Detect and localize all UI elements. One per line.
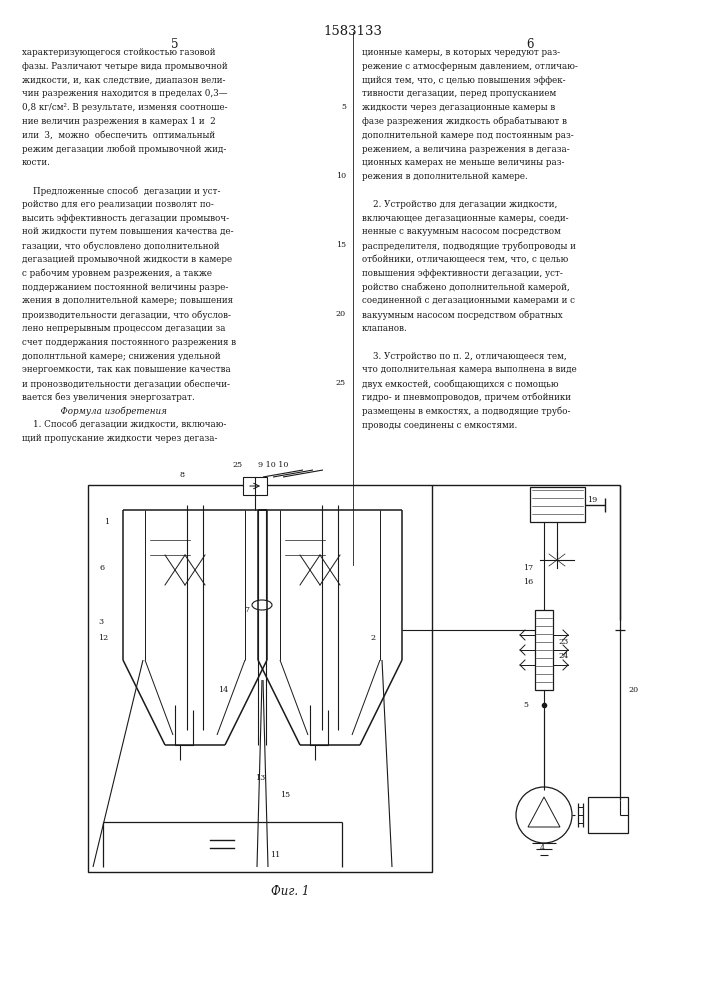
Text: 1. Способ дегазации жидкости, включаю-: 1. Способ дегазации жидкости, включаю- (22, 421, 226, 430)
Text: 7: 7 (244, 606, 249, 614)
Text: 5: 5 (523, 701, 528, 709)
Text: 25: 25 (336, 379, 346, 387)
Text: режения в дополнительной камере.: режения в дополнительной камере. (362, 172, 527, 181)
Text: Фиг. 1: Фиг. 1 (271, 885, 309, 898)
Text: 9 10 10: 9 10 10 (258, 461, 288, 469)
Text: 10: 10 (336, 172, 346, 180)
Bar (530, 487, 585, 522)
Text: лено непрерывным процессом дегазации за: лено непрерывным процессом дегазации за (22, 324, 226, 333)
Text: клапанов.: клапанов. (362, 324, 408, 333)
Text: характеризующегося стойкостью газовой: характеризующегося стойкостью газовой (22, 48, 216, 57)
Text: или  3,  можно  обеспечить  оптимальный: или 3, можно обеспечить оптимальный (22, 131, 215, 140)
Text: режением, а величина разрежения в дегаза-: режением, а величина разрежения в дегаза… (362, 145, 570, 154)
Text: 11: 11 (270, 851, 280, 859)
Text: ционные камеры, в которых чередуют раз-: ционные камеры, в которых чередуют раз- (362, 48, 560, 57)
Text: поддержанием постоянной величины разре-: поддержанием постоянной величины разре- (22, 283, 228, 292)
Text: проводы соединены с емкостями.: проводы соединены с емкостями. (362, 421, 518, 430)
Text: режим дегазации любой промывочной жид-: режим дегазации любой промывочной жид- (22, 145, 226, 154)
Text: жидкости, и, как следствие, диапазон вели-: жидкости, и, как следствие, диапазон вел… (22, 76, 226, 85)
Text: жидкости через дегазационные камеры в: жидкости через дегазационные камеры в (362, 103, 555, 112)
Text: 12: 12 (98, 634, 108, 642)
Bar (535, 610, 553, 690)
Text: чин разрежения находится в пределах 0,3—: чин разрежения находится в пределах 0,3— (22, 89, 228, 98)
Text: 1583133: 1583133 (324, 25, 382, 38)
Text: 23: 23 (558, 638, 568, 646)
Text: 24: 24 (558, 652, 568, 660)
Text: ционных камерах не меньше величины раз-: ционных камерах не меньше величины раз- (362, 158, 564, 167)
Text: двух емкостей, сообщающихся с помощью: двух емкостей, сообщающихся с помощью (362, 379, 559, 389)
Text: энергоемкости, так как повышение качества: энергоемкости, так как повышение качеств… (22, 365, 230, 374)
Text: соединенной с дегазационными камерами и с: соединенной с дегазационными камерами и … (362, 296, 575, 305)
Text: 4: 4 (540, 844, 545, 852)
Text: дополнительной камере под постоянным раз-: дополнительной камере под постоянным раз… (362, 131, 574, 140)
Text: 19: 19 (587, 496, 597, 504)
Bar (243, 477, 267, 495)
Text: 17: 17 (523, 564, 533, 572)
Text: щийся тем, что, с целью повышения эффек-: щийся тем, что, с целью повышения эффек- (362, 76, 566, 85)
Text: дегазацией промывочной жидкости в камере: дегазацией промывочной жидкости в камере (22, 255, 232, 264)
Text: 20: 20 (336, 310, 346, 318)
Text: вается без увеличения энергозатрат.: вается без увеличения энергозатрат. (22, 393, 194, 402)
Text: ной жидкости путем повышения качества де-: ной жидкости путем повышения качества де… (22, 227, 233, 236)
Text: отбойники, отличающееся тем, что, с целью: отбойники, отличающееся тем, что, с цель… (362, 255, 568, 264)
Text: газации, что обусловлено дополнительной: газации, что обусловлено дополнительной (22, 241, 219, 251)
Text: Формула изобретения: Формула изобретения (22, 407, 167, 416)
Text: 14: 14 (218, 686, 228, 694)
Text: щий пропускание жидкости через дегаза-: щий пропускание жидкости через дегаза- (22, 434, 218, 443)
Text: 0,8 кг/см². В результате, изменяя соотноше-: 0,8 кг/см². В результате, изменяя соотно… (22, 103, 228, 112)
Text: размещены в емкостях, а подводящие трубо-: размещены в емкостях, а подводящие трубо… (362, 407, 571, 416)
Text: 15: 15 (336, 241, 346, 249)
Text: гидро- и пневмопроводов, причем отбойники: гидро- и пневмопроводов, причем отбойник… (362, 393, 571, 402)
Text: 6: 6 (100, 564, 105, 572)
Text: производительности дегазации, что обуслов-: производительности дегазации, что обусло… (22, 310, 231, 320)
Text: повышения эффективности дегазации, уст-: повышения эффективности дегазации, уст- (362, 269, 563, 278)
Text: 25: 25 (232, 461, 242, 469)
Text: Предложенные способ  дегазации и уст-: Предложенные способ дегазации и уст- (22, 186, 221, 196)
Text: вакуумным насосом посредством обратных: вакуумным насосом посредством обратных (362, 310, 563, 320)
Ellipse shape (252, 600, 272, 610)
Text: включающее дегазационные камеры, соеди-: включающее дегазационные камеры, соеди- (362, 214, 568, 223)
Text: 3: 3 (98, 618, 103, 626)
Text: ненные с вакуумным насосом посредством: ненные с вакуумным насосом посредством (362, 227, 561, 236)
Text: 2: 2 (370, 634, 375, 642)
Text: жения в дополнительной камере; повышения: жения в дополнительной камере; повышения (22, 296, 233, 305)
Text: режение с атмосферным давлением, отличаю-: режение с атмосферным давлением, отличаю… (362, 62, 578, 71)
Text: фазе разрежения жидкость обрабатывают в: фазе разрежения жидкость обрабатывают в (362, 117, 567, 126)
Text: 20: 20 (628, 686, 638, 694)
Text: кости.: кости. (22, 158, 51, 167)
Text: 2. Устройство для дегазации жидкости,: 2. Устройство для дегазации жидкости, (362, 200, 557, 209)
Bar (588, 797, 628, 833)
Text: 13: 13 (255, 774, 265, 782)
Text: высить эффективность дегазации промывоч-: высить эффективность дегазации промывоч- (22, 214, 229, 223)
Bar (88, 485, 432, 872)
Text: дополнтльной камере; снижения удельной: дополнтльной камере; снижения удельной (22, 352, 221, 361)
Text: ройство снабжено дополнительной камерой,: ройство снабжено дополнительной камерой, (362, 283, 570, 292)
Text: тивности дегазации, перед пропусканием: тивности дегазации, перед пропусканием (362, 89, 556, 98)
Text: с рабочим уровнем разрежения, а также: с рабочим уровнем разрежения, а также (22, 269, 212, 278)
Text: 5: 5 (171, 38, 179, 51)
Text: 5: 5 (341, 103, 346, 111)
Text: ройство для его реализации позволят по-: ройство для его реализации позволят по- (22, 200, 214, 209)
Text: ние величин разрежения в камерах 1 и  2: ние величин разрежения в камерах 1 и 2 (22, 117, 216, 126)
Text: 8: 8 (180, 471, 185, 479)
Text: 16: 16 (523, 578, 533, 586)
Text: 1: 1 (104, 518, 109, 526)
Text: 6: 6 (526, 38, 534, 51)
Text: счет поддержания постоянного разрежения в: счет поддержания постоянного разрежения … (22, 338, 236, 347)
Text: фазы. Различают четыре вида промывочной: фазы. Различают четыре вида промывочной (22, 62, 228, 71)
Text: 3. Устройство по п. 2, отличающееся тем,: 3. Устройство по п. 2, отличающееся тем, (362, 352, 567, 361)
Text: распределителя, подводящие трубопроводы и: распределителя, подводящие трубопроводы … (362, 241, 576, 251)
Text: и пронозводительности дегазации обеспечи-: и пронозводительности дегазации обеспечи… (22, 379, 230, 389)
Text: 15: 15 (280, 791, 290, 799)
Text: что дополнительная камера выполнена в виде: что дополнительная камера выполнена в ви… (362, 365, 577, 374)
